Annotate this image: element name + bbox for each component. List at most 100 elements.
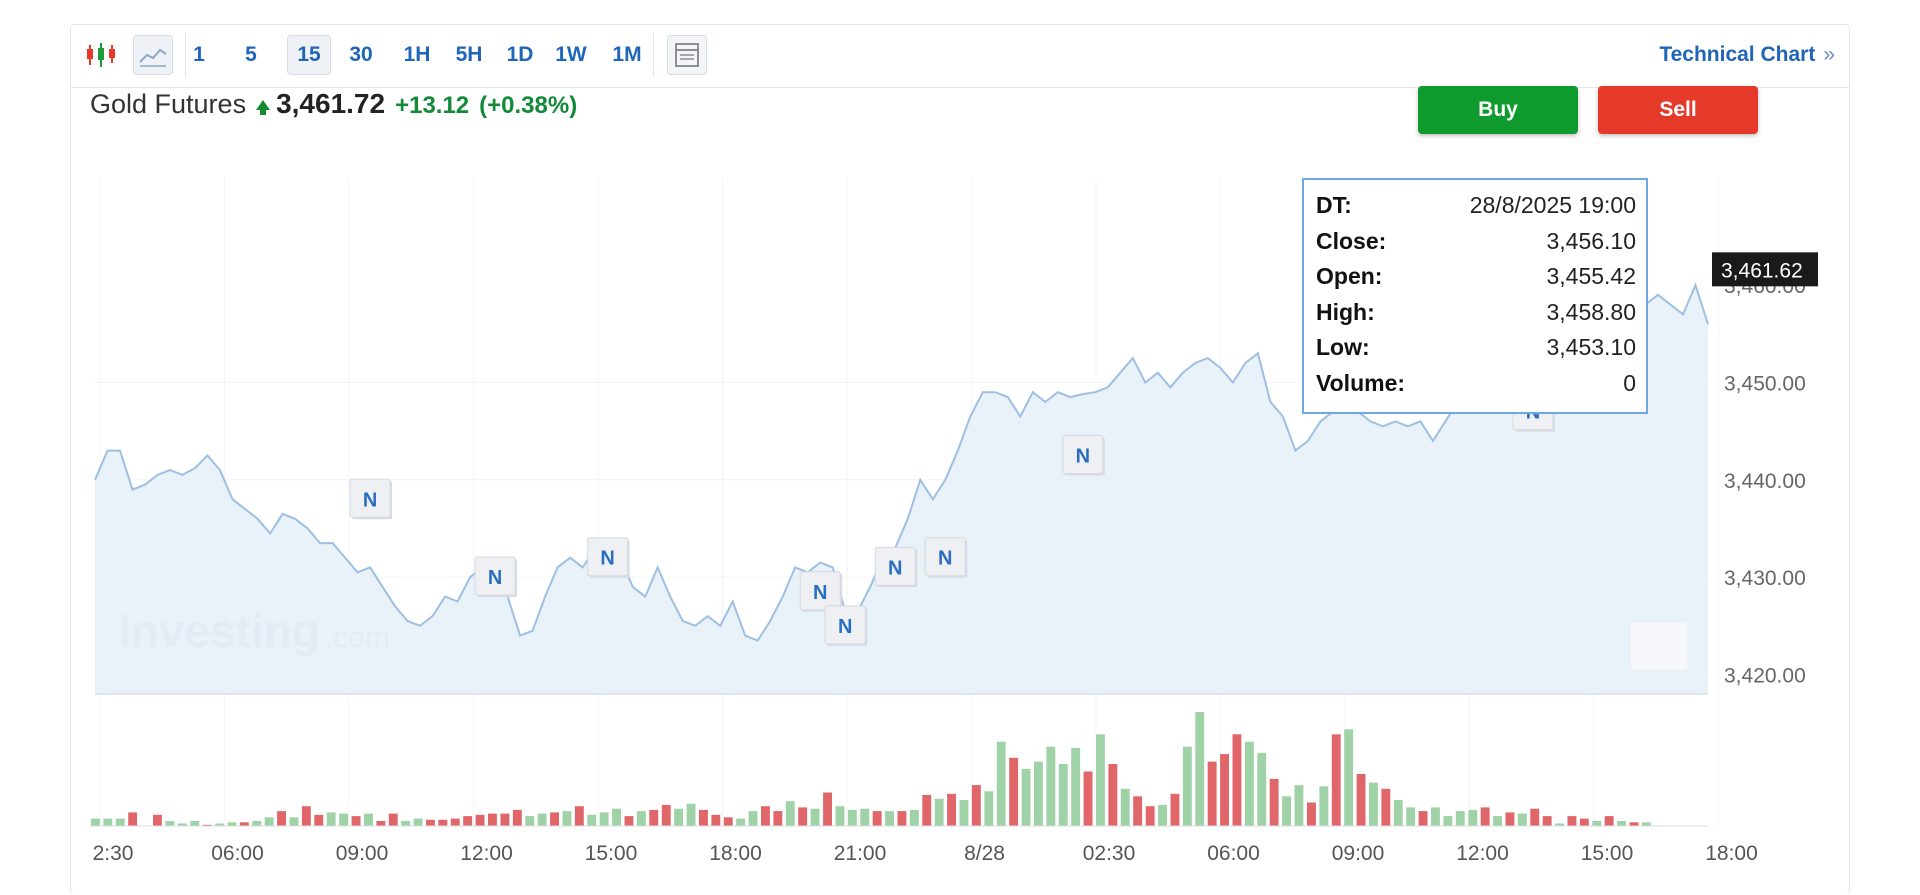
interval-1h[interactable]: 1H bbox=[403, 43, 431, 66]
volume-bar bbox=[1505, 812, 1515, 826]
volume-bar bbox=[1145, 806, 1155, 826]
x-tick-label: 02:30 bbox=[1083, 842, 1136, 865]
x-tick-label: 06:00 bbox=[1207, 842, 1260, 865]
volume-bar bbox=[1120, 788, 1130, 826]
volume-bar bbox=[1592, 821, 1602, 826]
volume-bar bbox=[1021, 769, 1031, 826]
y-tick-label: 3,420.00 bbox=[1724, 665, 1806, 688]
volume-bar bbox=[103, 818, 113, 826]
volume-bar bbox=[860, 808, 870, 826]
volume-bar bbox=[1493, 816, 1502, 826]
volume-bar bbox=[165, 821, 175, 826]
volume-bar bbox=[1244, 741, 1254, 826]
x-tick-label: 18:00 bbox=[1705, 842, 1758, 865]
news-marker-label: N bbox=[600, 548, 614, 570]
volume-bar bbox=[1418, 811, 1428, 826]
volume-bar bbox=[661, 804, 671, 826]
tooltip-label: Close: bbox=[1316, 227, 1387, 254]
news-marker-label: N bbox=[1076, 445, 1090, 467]
volume-bar bbox=[1232, 734, 1242, 826]
volume-bar bbox=[971, 785, 981, 826]
volume-bar bbox=[885, 811, 894, 826]
volume-bar bbox=[426, 819, 435, 826]
interval-1m[interactable]: 1M bbox=[612, 43, 642, 66]
interval-5h[interactable]: 5H bbox=[455, 43, 483, 66]
volume-bar bbox=[1220, 754, 1229, 826]
volume-bar bbox=[376, 821, 386, 826]
volume-bar bbox=[264, 817, 274, 826]
volume-bar bbox=[326, 812, 336, 826]
interval-1[interactable]: 1 bbox=[193, 43, 205, 66]
layout-icon[interactable] bbox=[667, 35, 707, 75]
volume-bar bbox=[1530, 808, 1540, 826]
tooltip-row: High: 3,458.80 bbox=[1316, 299, 1636, 335]
line-chart-icon[interactable] bbox=[133, 35, 173, 75]
volume-bar bbox=[1542, 816, 1552, 826]
volume-bar bbox=[1170, 793, 1180, 826]
volume-bar bbox=[1133, 796, 1143, 826]
volume-bar bbox=[1431, 807, 1440, 826]
volume-bar bbox=[1257, 752, 1267, 826]
buy-button[interactable]: Buy bbox=[1418, 86, 1578, 134]
sell-button[interactable]: Sell bbox=[1598, 86, 1758, 134]
volume-bar bbox=[1083, 771, 1093, 826]
volume-bar bbox=[1195, 712, 1205, 826]
volume-bar bbox=[1443, 816, 1453, 826]
volume-bar bbox=[959, 800, 969, 826]
interval-1d[interactable]: 1D bbox=[506, 43, 534, 66]
volume-bar bbox=[512, 809, 522, 826]
volume-bar bbox=[947, 793, 956, 826]
volume-bar bbox=[227, 822, 237, 826]
volume-bar bbox=[711, 814, 721, 826]
x-tick-label: 15:00 bbox=[585, 842, 638, 865]
volume-bar bbox=[1629, 822, 1639, 826]
interval-15[interactable]: 15 bbox=[287, 35, 331, 75]
last-price-tag bbox=[1712, 252, 1818, 287]
interval-30[interactable]: 30 bbox=[349, 43, 373, 66]
volume-bar bbox=[699, 809, 708, 826]
x-tick-label: 06:00 bbox=[211, 842, 264, 865]
volume-bar bbox=[1555, 823, 1564, 826]
volume-bar bbox=[190, 821, 200, 826]
volume-bar bbox=[1617, 821, 1626, 826]
tooltip-label: High: bbox=[1316, 298, 1375, 325]
volume-bar bbox=[525, 816, 535, 826]
price-change-percent: (+0.38%) bbox=[479, 92, 578, 119]
news-marker-label: N bbox=[363, 489, 377, 511]
interval-1w[interactable]: 1W bbox=[555, 43, 587, 66]
volume-bar bbox=[252, 821, 262, 826]
volume-bar bbox=[748, 811, 758, 826]
volume-bar bbox=[773, 811, 783, 826]
x-tick-label: 2:30 bbox=[93, 842, 134, 865]
news-marker-label: N bbox=[488, 567, 502, 589]
tooltip-row: Open: 3,455.42 bbox=[1316, 263, 1636, 299]
volume-bar bbox=[1517, 813, 1527, 826]
x-tick-label: 21:00 bbox=[834, 842, 887, 865]
volume-bar bbox=[1319, 786, 1329, 826]
volume-bar bbox=[1108, 764, 1118, 826]
volume-bar bbox=[301, 806, 311, 826]
volume-bar bbox=[823, 792, 832, 826]
volume-bar bbox=[1468, 809, 1478, 826]
volume-bar bbox=[624, 816, 634, 826]
volume-bar bbox=[1207, 761, 1217, 826]
volume-bar bbox=[1480, 807, 1490, 826]
y-tick-label: 3,430.00 bbox=[1724, 567, 1806, 590]
scroll-placeholder bbox=[1629, 621, 1689, 671]
volume-bar bbox=[488, 813, 497, 826]
volume-bar bbox=[847, 809, 857, 826]
volume-bar bbox=[1344, 729, 1354, 826]
volume-bar bbox=[500, 813, 510, 826]
news-marker-label: N bbox=[938, 548, 952, 570]
candlestick-icon[interactable] bbox=[81, 35, 121, 75]
volume-bar bbox=[612, 808, 621, 826]
volume-bar bbox=[996, 741, 1006, 826]
toolbar-separator bbox=[185, 33, 186, 77]
volume-bar bbox=[574, 806, 584, 826]
technical-chart-link[interactable]: Technical Chart » bbox=[1659, 35, 1835, 75]
y-tick-label: 3,450.00 bbox=[1724, 372, 1806, 395]
tooltip-row: Volume: 0 bbox=[1316, 370, 1636, 406]
instrument-header: Gold Futures 3,461.72 +13.12 (+0.38%) bbox=[90, 84, 577, 124]
interval-5[interactable]: 5 bbox=[245, 43, 257, 66]
